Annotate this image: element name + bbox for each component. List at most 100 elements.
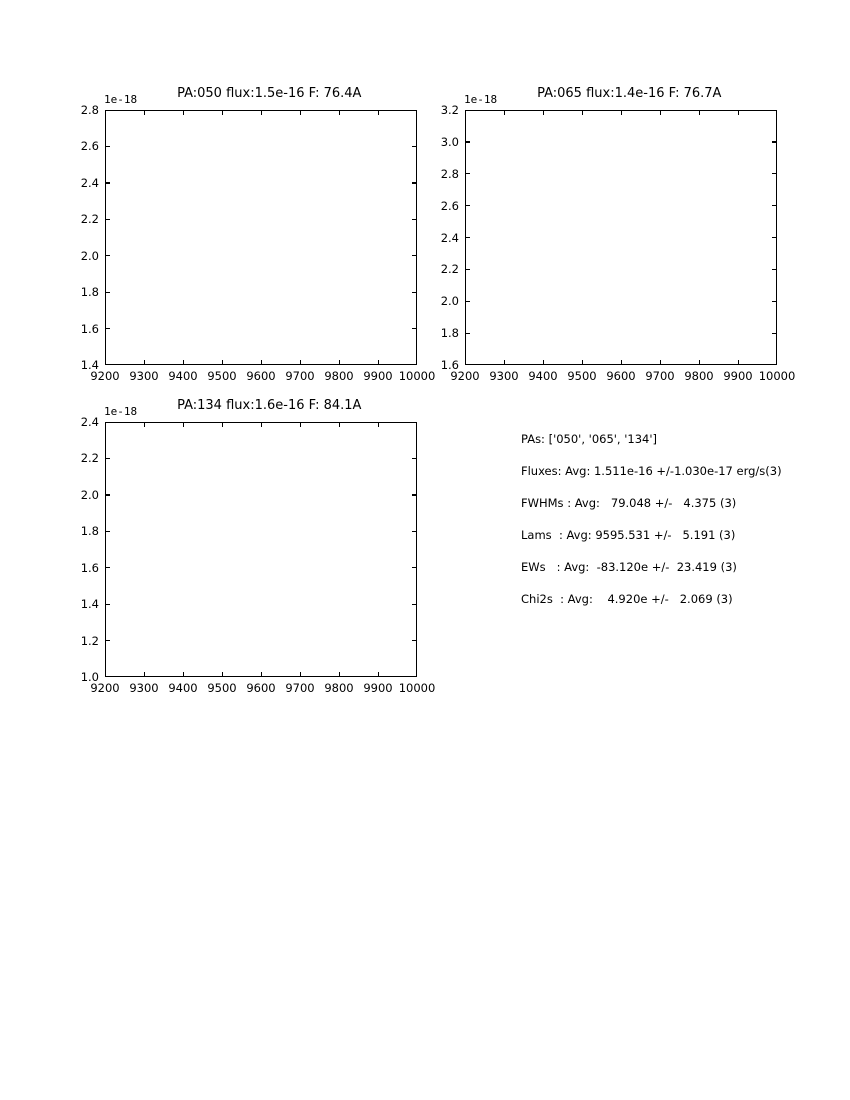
summary-line-ews: EWs : Avg: -83.120e +/- 23.419 (3) [521,560,737,574]
y-axis-tick-mark [412,603,417,605]
x-axis-tick-mark [221,422,223,427]
y-axis-tick-mark [412,530,417,532]
y-axis-offset-label: 1e-18 [104,405,138,418]
y-axis-tick-label: 2.2 [80,212,99,227]
y-axis-tick-mark [412,145,417,148]
y-axis-tick-label: 1.8 [80,285,99,300]
y-axis-tick-mark [412,494,417,496]
x-axis-tick-mark [542,360,544,365]
x-axis-tick-mark [377,360,379,365]
x-axis-tick-label: 9600 [246,369,276,383]
y-axis-tick-mark [412,291,417,293]
x-axis-tick-mark [698,110,700,115]
x-axis-tick-mark [260,360,262,365]
summary-statistics: PAs: ['050', '065', '134'] Fluxes: Avg: … [521,432,821,624]
x-axis-tick-mark [182,360,184,365]
y-axis-tick-label: 1.8 [80,524,99,539]
x-axis-tick-mark [581,110,583,115]
y-axis-tick-mark [465,141,470,143]
x-axis-tick-label: 9600 [606,369,636,383]
y-axis-tick-mark [465,332,470,334]
y-axis-tick-label: 1.6 [80,560,99,575]
y-axis-tick-mark [412,182,417,184]
y-axis-tick-mark [772,237,777,239]
y-axis-tick-mark [465,173,470,175]
y-axis-tick-label: 2.4 [80,415,99,429]
y-axis-offset-label: 1e-18 [104,93,138,106]
y-axis-tick-label: 2.2 [80,451,99,466]
y-axis-tick-label: 2.4 [80,175,99,190]
y-axis-tick-label: 1.4 [80,597,99,612]
panel-title-line1: PA:134 flux:1.6e-16 F: 84.1A [177,398,362,413]
x-axis-tick-mark [299,360,301,365]
x-axis-tick-mark [698,360,700,365]
summary-line-lams: Lams : Avg: 9595.531 +/- 5.191 (3) [521,528,736,542]
x-axis-tick-label: 9800 [324,369,354,383]
x-axis-tick-mark [143,360,145,365]
y-axis-tick-label: 2.2 [440,262,459,277]
x-axis-tick-mark [542,110,544,115]
x-axis-tick-label: 9700 [285,681,315,695]
y-axis-tick-mark [772,173,777,175]
x-axis-tick-label: 9800 [684,369,714,383]
x-axis-tick-label: 9200 [450,369,480,383]
x-axis-tick-label: 9900 [363,681,393,695]
x-axis-tick-mark [182,422,184,427]
y-axis-tick-mark [105,291,110,293]
panel-pa-050: PA:050 flux:1.5e-16 F: 76.4A Lam:9598.6A… [0,0,440,400]
y-axis-tick-mark [105,457,110,460]
x-axis-tick-label: 9800 [324,681,354,695]
y-axis-tick-mark [105,218,110,220]
y-axis-tick-mark [772,205,777,207]
panel-title-line1: PA:050 flux:1.5e-16 F: 76.4A [177,86,362,101]
y-axis-tick-mark [105,182,110,184]
y-axis-tick-mark [772,141,777,143]
y-axis-tick-mark [412,640,417,642]
y-axis-tick-label: 1.2 [80,633,99,648]
x-axis-tick-label: 10000 [758,369,796,383]
y-axis-offset-label: 1e-18 [464,93,498,106]
y-axis-tick-mark [412,567,417,569]
y-axis-tick-mark [465,205,470,207]
x-axis-tick-mark [221,110,223,115]
y-axis-tick-label: 1.8 [440,326,459,341]
plot-area-pa-065[interactable] [465,110,777,365]
x-axis-tick-mark [143,110,145,115]
y-axis-tick-label: 3.2 [440,103,459,117]
x-axis-tick-mark [221,360,223,365]
x-axis-tick-mark [620,360,622,365]
y-axis-tick-mark [772,268,777,271]
y-axis-tick-mark [105,328,110,330]
y-axis-tick-mark [105,145,110,148]
x-axis-tick-mark [338,672,340,677]
x-axis-tick-mark [737,110,739,115]
x-axis-tick-label: 9400 [168,681,198,695]
x-axis-tick-mark [503,110,505,115]
y-axis-tick-label: 2.6 [440,198,459,213]
summary-line-fwhms: FWHMs : Avg: 79.048 +/- 4.375 (3) [521,496,737,510]
x-axis-tick-label: 10000 [398,369,436,383]
y-axis-tick-mark [465,268,470,271]
x-axis-tick-mark [503,360,505,365]
panel-title-line1: PA:065 flux:1.4e-16 F: 76.7A [537,86,722,101]
x-axis-tick-mark [377,672,379,677]
x-axis-tick-mark [260,672,262,677]
plot-area-pa-050[interactable] [105,110,417,365]
panel-pa-134: PA:134 flux:1.6e-16 F: 84.1A Lam:9589.5A… [0,0,440,720]
x-axis-tick-label: 9500 [207,681,237,695]
x-axis-tick-label: 9700 [285,369,315,383]
x-axis-tick-mark [581,360,583,365]
x-axis-tick-mark [299,422,301,427]
plot-area-pa-134[interactable] [105,422,417,677]
x-axis-tick-mark [260,422,262,427]
y-axis-tick-label: 2.8 [80,103,99,117]
x-axis-tick-label: 9900 [363,369,393,383]
x-axis-tick-label: 9500 [567,369,597,383]
summary-line-fluxes: Fluxes: Avg: 1.511e-16 +/-1.030e-17 erg/… [521,464,782,478]
y-axis-tick-label: 1.6 [80,321,99,336]
y-axis-tick-label: 2.6 [80,139,99,154]
x-axis-tick-mark [260,110,262,115]
y-axis-tick-label: 2.0 [80,487,99,502]
x-axis-tick-mark [182,672,184,677]
y-axis-tick-mark [465,300,470,302]
